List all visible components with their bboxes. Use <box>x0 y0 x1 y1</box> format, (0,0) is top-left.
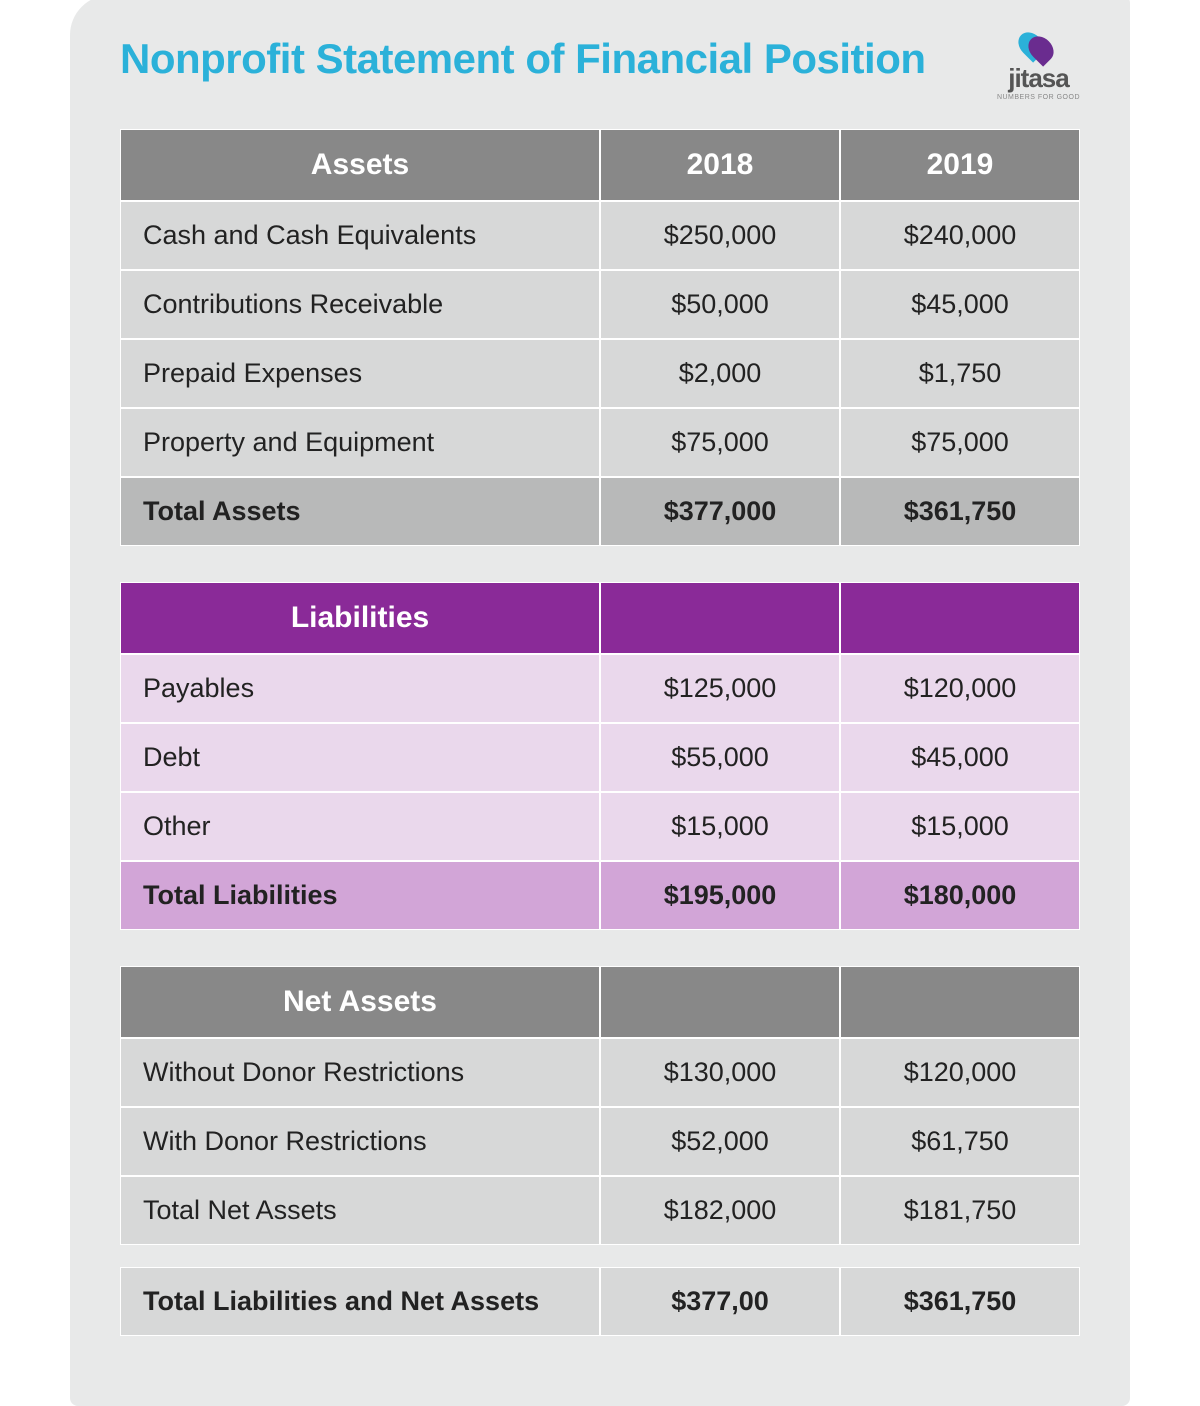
table-row: Other $15,000 $15,000 <box>120 792 1080 861</box>
row-label: Without Donor Restrictions <box>120 1038 600 1107</box>
row-value: $50,000 <box>600 270 840 339</box>
grand-total-value: $377,00 <box>600 1267 840 1336</box>
row-value: $1,750 <box>840 339 1080 408</box>
row-value: $240,000 <box>840 201 1080 270</box>
row-value: $125,000 <box>600 654 840 723</box>
col-blank <box>840 582 1080 654</box>
net-assets-header: Net Assets <box>120 966 600 1038</box>
total-label: Total Liabilities <box>120 861 600 930</box>
grand-total-value: $361,750 <box>840 1267 1080 1336</box>
row-label: Total Net Assets <box>120 1176 600 1245</box>
row-value: $55,000 <box>600 723 840 792</box>
row-label: Debt <box>120 723 600 792</box>
row-label: With Donor Restrictions <box>120 1107 600 1176</box>
row-label: Other <box>120 792 600 861</box>
header-row: Nonprofit Statement of Financial Positio… <box>120 35 1080 101</box>
col-blank <box>840 966 1080 1038</box>
row-label: Property and Equipment <box>120 408 600 477</box>
row-label: Contributions Receivable <box>120 270 600 339</box>
col-year1: 2018 <box>600 129 840 201</box>
col-blank <box>600 966 840 1038</box>
assets-header: Assets <box>120 129 600 201</box>
assets-header-row: Assets 2018 2019 <box>120 129 1080 201</box>
liabilities-total-row: Total Liabilities $195,000 $180,000 <box>120 861 1080 930</box>
row-value: $75,000 <box>840 408 1080 477</box>
col-blank <box>600 582 840 654</box>
row-label: Cash and Cash Equivalents <box>120 201 600 270</box>
table-row: Prepaid Expenses $2,000 $1,750 <box>120 339 1080 408</box>
table-row: Total Net Assets $182,000 $181,750 <box>120 1176 1080 1245</box>
row-value: $120,000 <box>840 1038 1080 1107</box>
row-value: $120,000 <box>840 654 1080 723</box>
liabilities-header-row: Liabilities <box>120 582 1080 654</box>
row-value: $61,750 <box>840 1107 1080 1176</box>
table-row: Contributions Receivable $50,000 $45,000 <box>120 270 1080 339</box>
logo-tagline: NUMBERS FOR GOOD <box>997 94 1080 101</box>
row-value: $181,750 <box>840 1176 1080 1245</box>
grand-total-label: Total Liabilities and Net Assets <box>120 1267 600 1336</box>
net-assets-table: Net Assets Without Donor Restrictions $1… <box>120 966 1080 1245</box>
col-year2: 2019 <box>840 129 1080 201</box>
grand-total-row: Total Liabilities and Net Assets $377,00… <box>120 1267 1080 1336</box>
financial-statement-card: Nonprofit Statement of Financial Positio… <box>70 0 1130 1406</box>
row-value: $250,000 <box>600 201 840 270</box>
page-title: Nonprofit Statement of Financial Positio… <box>120 35 926 83</box>
total-value: $195,000 <box>600 861 840 930</box>
row-value: $182,000 <box>600 1176 840 1245</box>
row-value: $45,000 <box>840 723 1080 792</box>
liabilities-header: Liabilities <box>120 582 600 654</box>
grand-total-table: Total Liabilities and Net Assets $377,00… <box>120 1267 1080 1336</box>
row-value: $15,000 <box>840 792 1080 861</box>
row-value: $2,000 <box>600 339 840 408</box>
logo: jitasa NUMBERS FOR GOOD <box>997 29 1080 101</box>
table-row: Debt $55,000 $45,000 <box>120 723 1080 792</box>
table-row: Without Donor Restrictions $130,000 $120… <box>120 1038 1080 1107</box>
table-row: Payables $125,000 $120,000 <box>120 654 1080 723</box>
table-row: Property and Equipment $75,000 $75,000 <box>120 408 1080 477</box>
table-row: Cash and Cash Equivalents $250,000 $240,… <box>120 201 1080 270</box>
row-value: $45,000 <box>840 270 1080 339</box>
row-value: $52,000 <box>600 1107 840 1176</box>
row-label: Payables <box>120 654 600 723</box>
assets-total-row: Total Assets $377,000 $361,750 <box>120 477 1080 546</box>
row-label: Prepaid Expenses <box>120 339 600 408</box>
total-label: Total Assets <box>120 477 600 546</box>
row-value: $75,000 <box>600 408 840 477</box>
row-value: $130,000 <box>600 1038 840 1107</box>
logo-wordmark: jitasa <box>1008 63 1069 94</box>
total-value: $180,000 <box>840 861 1080 930</box>
table-row: With Donor Restrictions $52,000 $61,750 <box>120 1107 1080 1176</box>
row-value: $15,000 <box>600 792 840 861</box>
total-value: $377,000 <box>600 477 840 546</box>
liabilities-table: Liabilities Payables $125,000 $120,000 D… <box>120 582 1080 930</box>
assets-table: Assets 2018 2019 Cash and Cash Equivalen… <box>120 129 1080 546</box>
logo-mark-icon <box>1020 29 1056 65</box>
total-value: $361,750 <box>840 477 1080 546</box>
net-assets-header-row: Net Assets <box>120 966 1080 1038</box>
